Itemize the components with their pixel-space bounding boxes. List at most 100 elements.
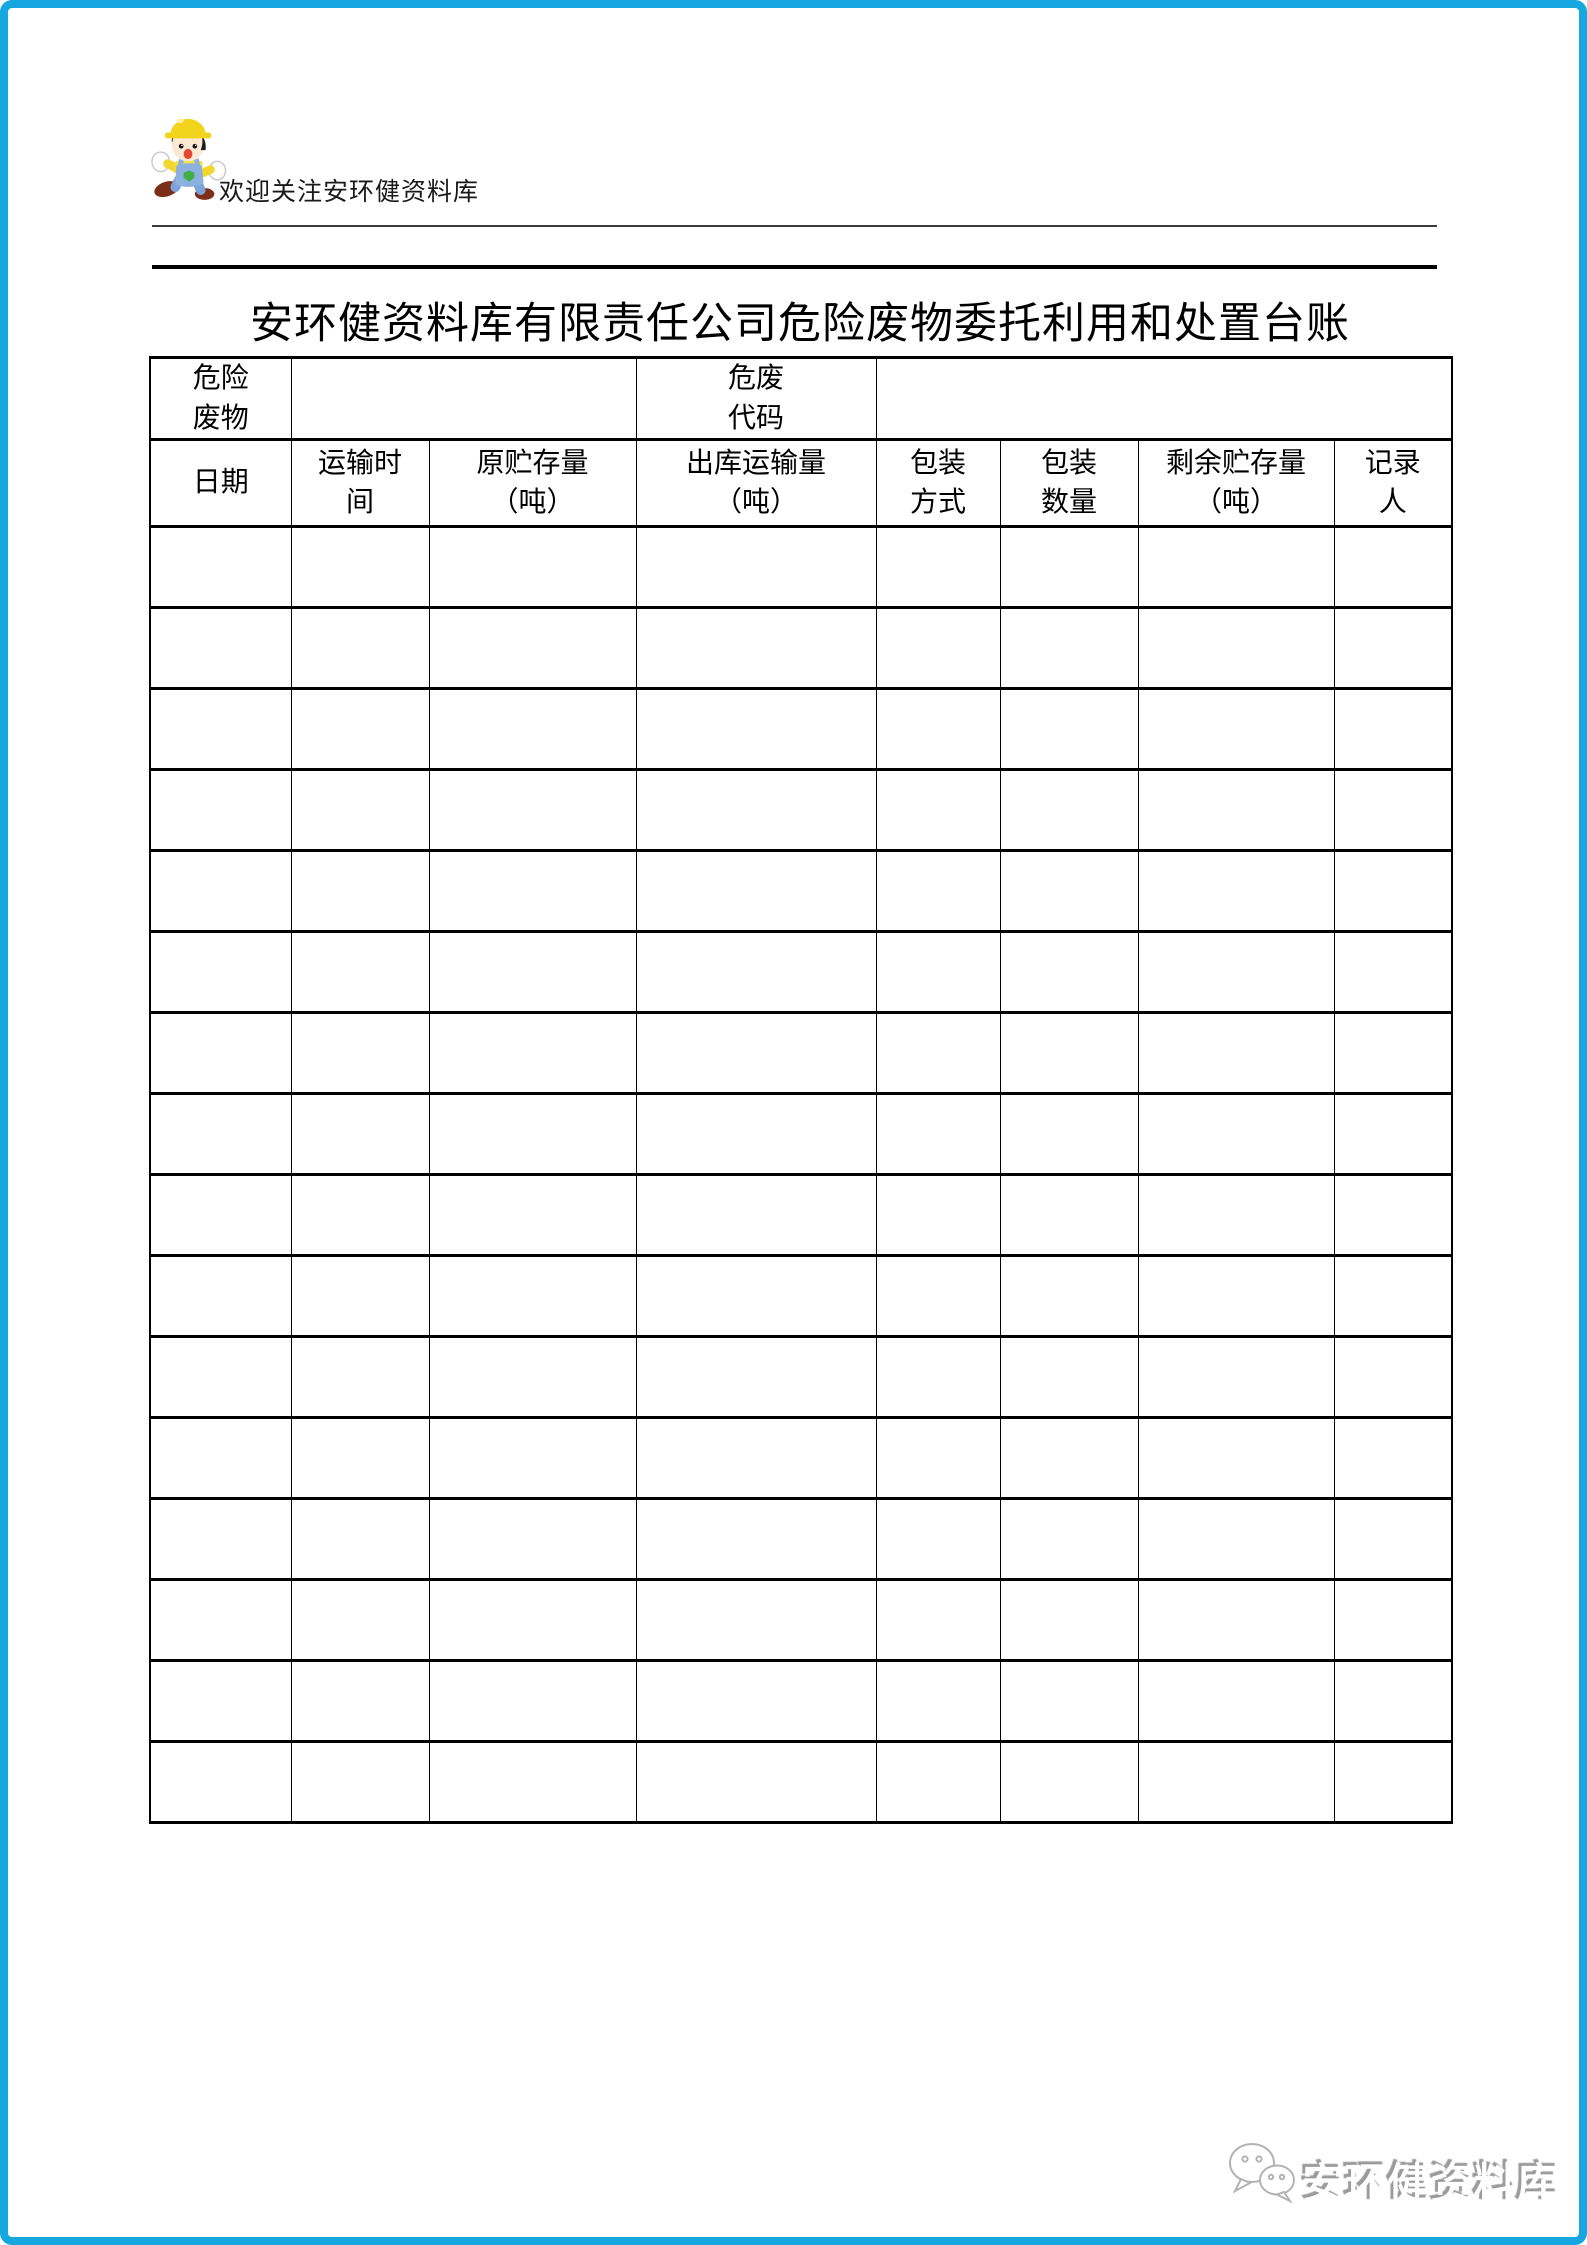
table-cell: [1333, 525, 1453, 609]
table-cell: [1333, 1092, 1453, 1176]
table-cell: [635, 849, 877, 933]
table-cell: [290, 1092, 430, 1176]
waste-code-value: [875, 356, 1453, 441]
table-row: [149, 1254, 1453, 1338]
wechat-icon: [1229, 2143, 1295, 2204]
table-cell: [149, 687, 292, 771]
table-cell: [875, 525, 1001, 609]
table-cell: [428, 1011, 637, 1095]
table-cell: [1333, 768, 1453, 852]
table-cell: [428, 606, 637, 690]
column-header-packaging-quantity: 包装 数量: [999, 438, 1139, 528]
table-cell: [149, 1416, 292, 1500]
table-row: [149, 1659, 1453, 1743]
table-cell: [999, 768, 1139, 852]
column-header-outbound-transport: 出库运输量 （吨）: [635, 438, 877, 528]
divider-thin: [152, 225, 1437, 227]
table-cell: [149, 768, 292, 852]
table-cell: [875, 1011, 1001, 1095]
table-cell: [999, 606, 1139, 690]
table-cell: [428, 1092, 637, 1176]
table-row: [149, 525, 1453, 609]
table-cell: [1137, 525, 1335, 609]
table-cell: [1333, 1254, 1453, 1338]
table-cell: [635, 1335, 877, 1419]
table-cell: [290, 1578, 430, 1662]
table-cell: [999, 1740, 1139, 1824]
table-cell: [1137, 1416, 1335, 1500]
table-cell: [149, 1254, 292, 1338]
table-cell: [1333, 1011, 1453, 1095]
table-cell: [290, 930, 430, 1014]
table-cell: [290, 606, 430, 690]
table-cell: [290, 1659, 430, 1743]
table-cell: [149, 849, 292, 933]
table-cell: [290, 1011, 430, 1095]
table-cell: [428, 1659, 637, 1743]
table-cell: [1333, 1335, 1453, 1419]
table-cell: [635, 1740, 877, 1824]
table-cell: [290, 1740, 430, 1824]
table-cell: [875, 1254, 1001, 1338]
table-cell: [428, 1740, 637, 1824]
table-cell: [635, 768, 877, 852]
table-cell: [875, 687, 1001, 771]
column-header-remaining-storage: 剩余贮存量 （吨）: [1137, 438, 1335, 528]
table-cell: [999, 1011, 1139, 1095]
table-cell: [1333, 849, 1453, 933]
table-cell: [875, 1578, 1001, 1662]
table-cell: [149, 1659, 292, 1743]
table-cell: [635, 525, 877, 609]
table-cell: [290, 1173, 430, 1257]
table-cell: [1137, 687, 1335, 771]
table-cell: [428, 1497, 637, 1581]
table-cell: [428, 1335, 637, 1419]
table-cell: [999, 1092, 1139, 1176]
table-cell: [999, 1578, 1139, 1662]
table-cell: [875, 1416, 1001, 1500]
table-cell: [999, 1659, 1139, 1743]
table-cell: [1137, 768, 1335, 852]
table-cell: [1137, 1092, 1335, 1176]
table-cell: [875, 1740, 1001, 1824]
table-cell: [1333, 1173, 1453, 1257]
table-cell: [149, 1335, 292, 1419]
table-cell: [428, 525, 637, 609]
table-cell: [999, 687, 1139, 771]
table-cell: [875, 1497, 1001, 1581]
table-cell: [290, 849, 430, 933]
column-header-row: 日期 运输时 间 原贮存量 （吨） 出库运输量 （吨） 包装 方式 包装 数量 …: [149, 438, 1453, 528]
table-cell: [290, 687, 430, 771]
table-row: [149, 606, 1453, 690]
meta-row: 危险 废物 危废 代码: [149, 356, 1453, 441]
table-cell: [875, 1173, 1001, 1257]
table-row: [149, 1740, 1453, 1824]
table-cell: [1333, 1659, 1453, 1743]
table-cell: [290, 525, 430, 609]
table-cell: [999, 525, 1139, 609]
page-title: 安环健资料库有限责任公司危险废物委托利用和处置台账: [250, 301, 1350, 348]
table-cell: [149, 1497, 292, 1581]
table-cell: [635, 1659, 877, 1743]
table-cell: [635, 1254, 877, 1338]
table-cell: [875, 606, 1001, 690]
table-cell: [1137, 1740, 1335, 1824]
table-cell: [1137, 930, 1335, 1014]
waste-code-label: 危废 代码: [635, 356, 877, 441]
table-cell: [875, 1092, 1001, 1176]
table-cell: [149, 1578, 292, 1662]
table-cell: [1137, 1659, 1335, 1743]
table-cell: [635, 930, 877, 1014]
table-cell: [1333, 1416, 1453, 1500]
table-cell: [1333, 687, 1453, 771]
table-cell: [149, 1011, 292, 1095]
table-cell: [428, 687, 637, 771]
table-cell: [1137, 606, 1335, 690]
table-cell: [428, 1173, 637, 1257]
table-row: [149, 1416, 1453, 1500]
table-row: [149, 1011, 1453, 1095]
table-cell: [428, 1578, 637, 1662]
table-cell: [635, 1416, 877, 1500]
table-cell: [428, 849, 637, 933]
table-cell: [635, 1173, 877, 1257]
